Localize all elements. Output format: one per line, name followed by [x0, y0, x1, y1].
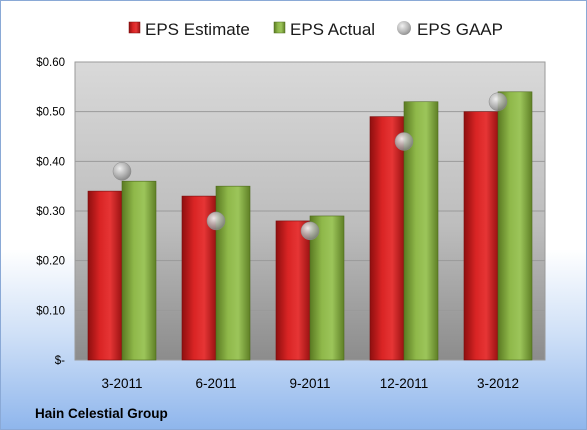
marker-eps-gaap: [206, 211, 226, 231]
bar-eps-estimate: [275, 220, 311, 361]
legend-item-eps-gaap: EPS GAAP: [397, 20, 503, 39]
bar-eps-actual: [121, 180, 157, 361]
legend-swatch-gaap: [397, 21, 411, 35]
legend-item-eps-estimate: EPS Estimate: [128, 20, 250, 39]
y-tick-label: $0.30: [36, 206, 65, 218]
company-label: Hain Celestial Group: [35, 406, 168, 421]
legend-label-gaap: EPS GAAP: [417, 20, 503, 39]
marker-eps-gaap: [394, 132, 414, 151]
x-tick-label: 3-2012: [477, 376, 519, 391]
bar-eps-actual: [309, 215, 345, 361]
legend-item-eps-actual: EPS Actual: [273, 20, 375, 39]
gaap-markers: [112, 92, 508, 241]
legend-label-estimate: EPS Estimate: [145, 20, 250, 39]
legend: EPS Estimate EPS Actual EPS GAAP: [128, 20, 503, 39]
y-axis: $- $0.10 $0.20 $0.30 $0.40 $0.50 $0.60: [36, 57, 65, 367]
bar-eps-estimate: [87, 190, 123, 361]
x-tick-label: 6-2011: [195, 376, 236, 391]
y-tick-label: $0.40: [36, 156, 65, 168]
x-axis: 3-2011 6-2011 9-2011 12-2011 3-2012: [101, 376, 519, 391]
legend-swatch-estimate: [128, 21, 141, 34]
x-tick-label: 12-2011: [380, 376, 429, 391]
bar-eps-estimate: [369, 116, 405, 361]
y-tick-label: $0.60: [36, 57, 65, 69]
marker-eps-gaap: [300, 221, 320, 241]
bar-eps-actual: [215, 185, 251, 361]
y-tick-label: $-: [55, 355, 65, 367]
bar-eps-estimate: [463, 111, 499, 361]
x-tick-label: 3-2011: [101, 376, 142, 391]
y-tick-label: $0.10: [36, 305, 65, 317]
legend-label-actual: EPS Actual: [290, 20, 375, 39]
legend-swatch-actual: [273, 21, 286, 34]
marker-eps-gaap: [112, 162, 132, 181]
y-tick-label: $0.20: [36, 256, 65, 268]
bar-eps-actual: [497, 91, 533, 361]
x-tick-label: 9-2011: [289, 376, 330, 391]
y-tick-label: $0.50: [36, 107, 65, 119]
marker-eps-gaap: [488, 92, 508, 111]
